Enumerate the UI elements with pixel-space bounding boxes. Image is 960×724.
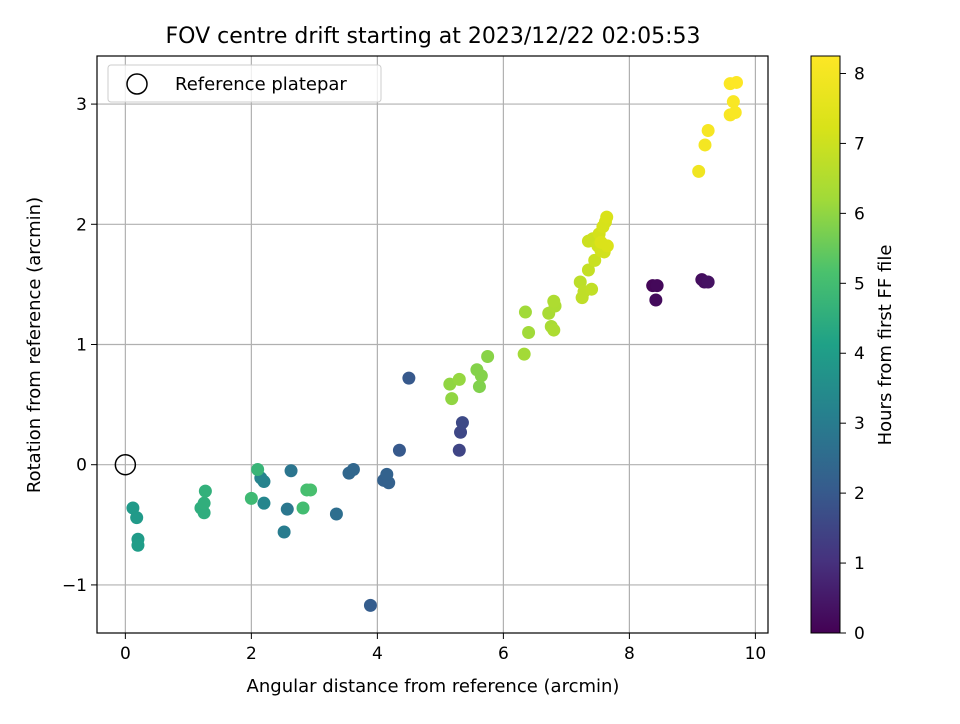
data-point	[304, 483, 318, 497]
data-point	[197, 506, 211, 520]
colorbar-tick-label: 7	[854, 134, 865, 154]
data-point	[454, 425, 468, 439]
data-point	[650, 279, 664, 293]
x-tick-label: 8	[624, 644, 635, 664]
data-point	[402, 371, 416, 385]
data-point	[518, 305, 532, 319]
colorbar-tick-label: 0	[854, 624, 865, 644]
x-tick-label: 2	[246, 644, 257, 664]
data-point	[472, 380, 486, 394]
data-point	[329, 507, 343, 521]
data-point	[600, 210, 614, 224]
x-axis-label: Angular distance from reference (arcmin)	[247, 676, 620, 697]
data-point	[455, 416, 469, 430]
data-point	[701, 275, 715, 289]
data-point	[547, 323, 561, 337]
colorbar-tick-label: 1	[854, 554, 865, 574]
reference-point	[114, 453, 137, 476]
data-point	[346, 463, 360, 477]
data-point	[280, 502, 294, 516]
y-axis-ticks: −1 0 1 2 3	[62, 95, 97, 596]
y-axis-label: Rotation from reference (arcmin)	[24, 197, 45, 493]
data-point	[649, 293, 663, 307]
legend-label: Reference platepar	[175, 74, 347, 95]
colorbar-gradient	[810, 55, 841, 634]
data-point	[547, 294, 561, 308]
x-tick-label: 4	[372, 644, 383, 664]
data-point	[284, 464, 298, 478]
x-tick-label: 6	[498, 644, 509, 664]
data-point	[380, 467, 394, 481]
colorbar-tick-label: 6	[854, 204, 865, 224]
colorbar-tick-label: 2	[854, 484, 865, 504]
colorbar-label: Hours from first FF file	[875, 245, 896, 446]
y-tick-label: −1	[62, 576, 87, 596]
data-point	[522, 325, 536, 339]
data-point	[594, 235, 608, 249]
data-point	[198, 484, 212, 498]
x-tick-label: 10	[745, 644, 767, 664]
data-point	[692, 164, 706, 178]
data-point	[729, 75, 743, 89]
data-point	[131, 538, 145, 552]
data-point	[197, 496, 211, 510]
colorbar-tick-label: 5	[854, 274, 865, 294]
y-tick-label: 3	[76, 95, 87, 115]
data-point	[517, 347, 531, 361]
y-tick-label: 1	[76, 336, 87, 356]
data-point	[445, 392, 459, 406]
data-point	[251, 463, 265, 477]
data-point	[452, 443, 466, 457]
colorbar-tick-label: 4	[854, 344, 865, 364]
legend-box	[107, 64, 382, 103]
chart-title: FOV centre drift starting at 2023/12/22 …	[166, 24, 701, 49]
data-point	[244, 491, 258, 505]
data-point	[452, 372, 466, 386]
colorbar: 0 1 2 3 4 5 6 7 8 Hours from first FF file	[810, 55, 896, 644]
data-point	[698, 138, 712, 152]
data-point	[585, 282, 599, 296]
data-points	[114, 75, 743, 612]
data-point	[277, 525, 291, 539]
data-point	[130, 511, 144, 525]
data-point	[470, 363, 484, 377]
data-point	[726, 95, 740, 109]
data-point	[701, 124, 715, 138]
x-tick-label: 0	[120, 644, 131, 664]
gridlines	[97, 56, 768, 633]
data-point	[588, 253, 602, 267]
data-point	[296, 501, 310, 515]
legend-marker	[126, 73, 148, 95]
y-tick-label: 0	[76, 456, 87, 476]
colorbar-ticks: 0 1 2 3 4 5 6 7 8	[840, 64, 865, 644]
data-point	[481, 350, 495, 364]
data-point	[363, 598, 377, 612]
colorbar-tick-label: 3	[854, 414, 865, 434]
colorbar-tick-label: 8	[854, 64, 865, 84]
data-point	[728, 105, 742, 119]
data-point	[257, 496, 271, 510]
y-tick-label: 2	[76, 215, 87, 235]
data-point	[392, 443, 406, 457]
data-point	[581, 263, 595, 277]
legend: Reference platepar	[107, 64, 382, 103]
x-axis-ticks: 0 2 4 6 8 10	[120, 633, 766, 664]
